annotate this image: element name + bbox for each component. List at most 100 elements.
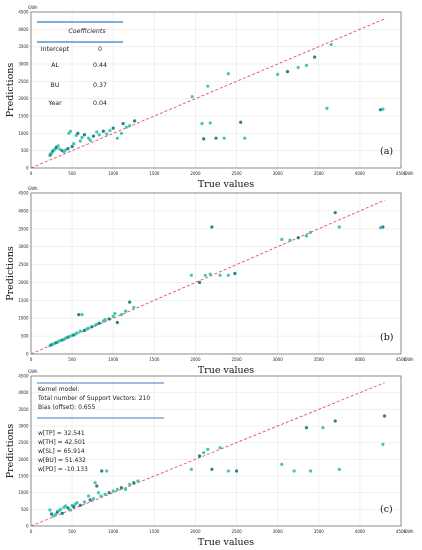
x-unit-label: GWh — [404, 529, 414, 534]
x-tick-label: 3000 — [273, 357, 284, 362]
panel-label: (a) — [380, 146, 393, 157]
data-point — [86, 494, 91, 498]
data-point — [226, 72, 230, 76]
data-point — [313, 55, 317, 59]
kernel-model-line: w[SL] = 65.914 — [38, 448, 85, 455]
data-point — [208, 121, 212, 125]
data-point — [95, 130, 99, 134]
y-unit-label: GWh — [28, 369, 38, 374]
data-point — [378, 226, 383, 230]
data-point — [78, 329, 82, 333]
y-tick-label: 4000 — [18, 27, 29, 32]
data-point — [333, 211, 337, 215]
data-point — [381, 442, 385, 446]
data-point — [97, 321, 101, 325]
data-point — [304, 234, 309, 238]
data-point — [68, 129, 73, 133]
x-tick-label: 4500 — [396, 171, 407, 176]
x-tick-label: 500 — [68, 357, 76, 362]
data-point — [202, 451, 206, 455]
ideal-fit-line — [30, 382, 385, 527]
data-point — [206, 447, 210, 451]
data-point — [72, 505, 76, 509]
data-point — [308, 230, 313, 234]
data-point — [77, 313, 81, 317]
data-point — [88, 498, 92, 502]
x-tick-label: 1000 — [108, 171, 119, 176]
data-point — [276, 72, 280, 76]
data-point — [54, 512, 58, 516]
data-point — [337, 225, 341, 229]
data-point — [234, 469, 239, 473]
x-tick-label: 1500 — [149, 529, 160, 534]
data-point — [382, 414, 387, 418]
x-tick-label: 3500 — [314, 529, 325, 534]
y-tick-label: 1500 — [18, 298, 29, 303]
y-tick-label: 4000 — [18, 390, 29, 395]
data-point — [66, 146, 70, 151]
coefficient-name: Intercept — [41, 46, 70, 53]
data-point — [214, 136, 218, 140]
x-tick-label: 500 — [68, 529, 76, 534]
data-point — [56, 144, 60, 148]
data-point — [208, 272, 212, 276]
data-point — [63, 148, 68, 152]
x-axis-title: True values — [198, 365, 254, 376]
data-point — [100, 469, 104, 473]
x-tick-label: 2500 — [231, 529, 242, 534]
x-tick-label: 0 — [30, 357, 33, 362]
data-point — [124, 125, 128, 129]
data-point — [95, 484, 99, 488]
data-point — [321, 426, 325, 430]
plot-frame — [30, 375, 402, 527]
data-point — [63, 336, 68, 340]
data-point — [95, 322, 99, 326]
data-point — [51, 514, 55, 518]
chart-panel-3: 0 500 1000 1500 2000 2500 3000 3500 4000 4500 0 500… — [5, 369, 414, 548]
data-point — [325, 106, 329, 110]
chart-panel-1: 0 500 1000 1500 2000 2500 3000 3500 4000 4500 0 500… — [5, 5, 414, 190]
data-point — [96, 491, 101, 495]
panel-label: (b) — [380, 332, 394, 343]
data-point — [210, 225, 214, 229]
y-tick-label: 0 — [26, 352, 29, 357]
data-point — [296, 236, 300, 240]
data-point — [111, 126, 115, 130]
data-point — [233, 271, 237, 276]
data-point — [80, 135, 84, 140]
y-tick-label: 3500 — [18, 44, 29, 49]
x-tick-label: 4000 — [355, 529, 366, 534]
data-point — [75, 331, 79, 335]
data-point — [82, 328, 87, 332]
y-unit-label: GWh — [28, 5, 38, 10]
data-point — [107, 491, 111, 495]
data-point — [197, 280, 202, 285]
x-tick-label: 2500 — [231, 171, 242, 176]
x-tick-label: 500 — [68, 171, 76, 176]
data-point — [304, 426, 309, 430]
data-point — [105, 469, 109, 473]
ideal-fit-line — [30, 18, 385, 169]
kernel-model-line: w[TH] = 42.501 — [38, 439, 86, 446]
coefficients-title: Coefficients — [68, 27, 106, 35]
y-tick-label: 2500 — [18, 262, 29, 267]
y-axis-title: Predictions — [5, 63, 16, 118]
y-tick-label: 0 — [26, 524, 29, 529]
data-point — [190, 94, 194, 99]
y-tick-label: 2000 — [18, 96, 29, 101]
y-tick-label: 1000 — [18, 316, 29, 321]
x-tick-label: 4000 — [355, 171, 366, 176]
data-point — [136, 479, 140, 483]
y-tick-label: 4500 — [18, 374, 29, 379]
data-point — [111, 314, 115, 319]
y-tick-label: 1500 — [18, 474, 29, 479]
data-point — [115, 320, 119, 325]
y-tick-label: 3500 — [18, 226, 29, 231]
x-tick-label: 2500 — [231, 357, 242, 362]
kernel-model-line: w[TP] = 32.541 — [38, 430, 85, 437]
y-tick-label: 2500 — [18, 79, 29, 84]
data-point — [97, 133, 101, 137]
data-point — [99, 494, 103, 498]
data-point — [329, 42, 333, 47]
